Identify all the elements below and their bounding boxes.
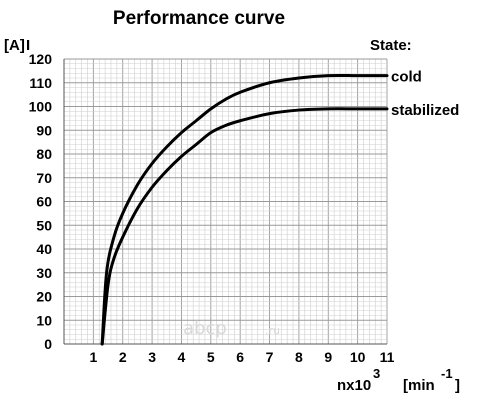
series-line-stabilized: [100, 107, 389, 346]
watermark-suffix: .ru: [265, 324, 280, 337]
x-axis-unit-exponent: -1: [441, 366, 453, 381]
y-tick-label: 50: [36, 217, 52, 233]
y-axis-label: I: [26, 37, 30, 54]
x-tick-label: 1: [89, 349, 97, 365]
watermark: аbcp .ru: [183, 318, 280, 339]
y-tick-label: 10: [36, 312, 52, 328]
x-tick-label: 5: [207, 349, 215, 365]
y-tick-label: 70: [36, 170, 52, 186]
chart-series: [100, 73, 389, 346]
watermark-text: аbcp: [183, 318, 227, 339]
series-line-cold: [100, 73, 389, 346]
x-tick-label: 4: [178, 349, 186, 365]
y-tick-label: 30: [36, 265, 52, 281]
y-tick-label: 0: [44, 336, 52, 352]
y-tick-labels: 0 10 20 30 40 50 60 70 80 90 100 110 120: [29, 51, 53, 352]
chart-title: Performance curve: [113, 8, 285, 29]
x-tick-label: 6: [236, 349, 244, 365]
y-tick-label: 120: [29, 51, 53, 67]
legend-title: State:: [370, 37, 412, 54]
y-tick-label: 40: [36, 241, 52, 257]
x-tick-label: 3: [148, 349, 156, 365]
x-tick-label: 11: [380, 349, 395, 365]
y-tick-label: 20: [36, 289, 52, 305]
x-tick-label: 7: [266, 349, 274, 365]
x-tick-label: 9: [324, 349, 332, 365]
chart-legend: cold stabilized: [391, 69, 459, 119]
x-axis-label: nx10: [337, 377, 371, 394]
x-axis-exponent: 3: [373, 366, 380, 381]
y-tick-label: 100: [29, 99, 53, 115]
legend-label-cold: cold: [391, 69, 422, 86]
y-tick-label: 90: [36, 122, 52, 138]
x-tick-label: 10: [350, 349, 366, 365]
legend-label-stabilized: stabilized: [391, 102, 459, 119]
y-tick-label: 110: [29, 75, 52, 91]
y-axis-unit: [A]: [4, 37, 25, 54]
y-tick-label: 80: [36, 146, 52, 162]
chart-grid: [63, 58, 388, 345]
y-tick-label: 60: [36, 194, 52, 210]
chart-axes: [63, 59, 387, 345]
x-tick-label: 2: [119, 349, 127, 365]
x-axis-unit: [min: [403, 377, 435, 394]
x-tick-label: 8: [295, 349, 303, 365]
x-tick-labels: 1 2 3 4 5 6 7 8 9 10 11: [89, 349, 394, 365]
x-axis-unit-close: ]: [455, 377, 460, 394]
